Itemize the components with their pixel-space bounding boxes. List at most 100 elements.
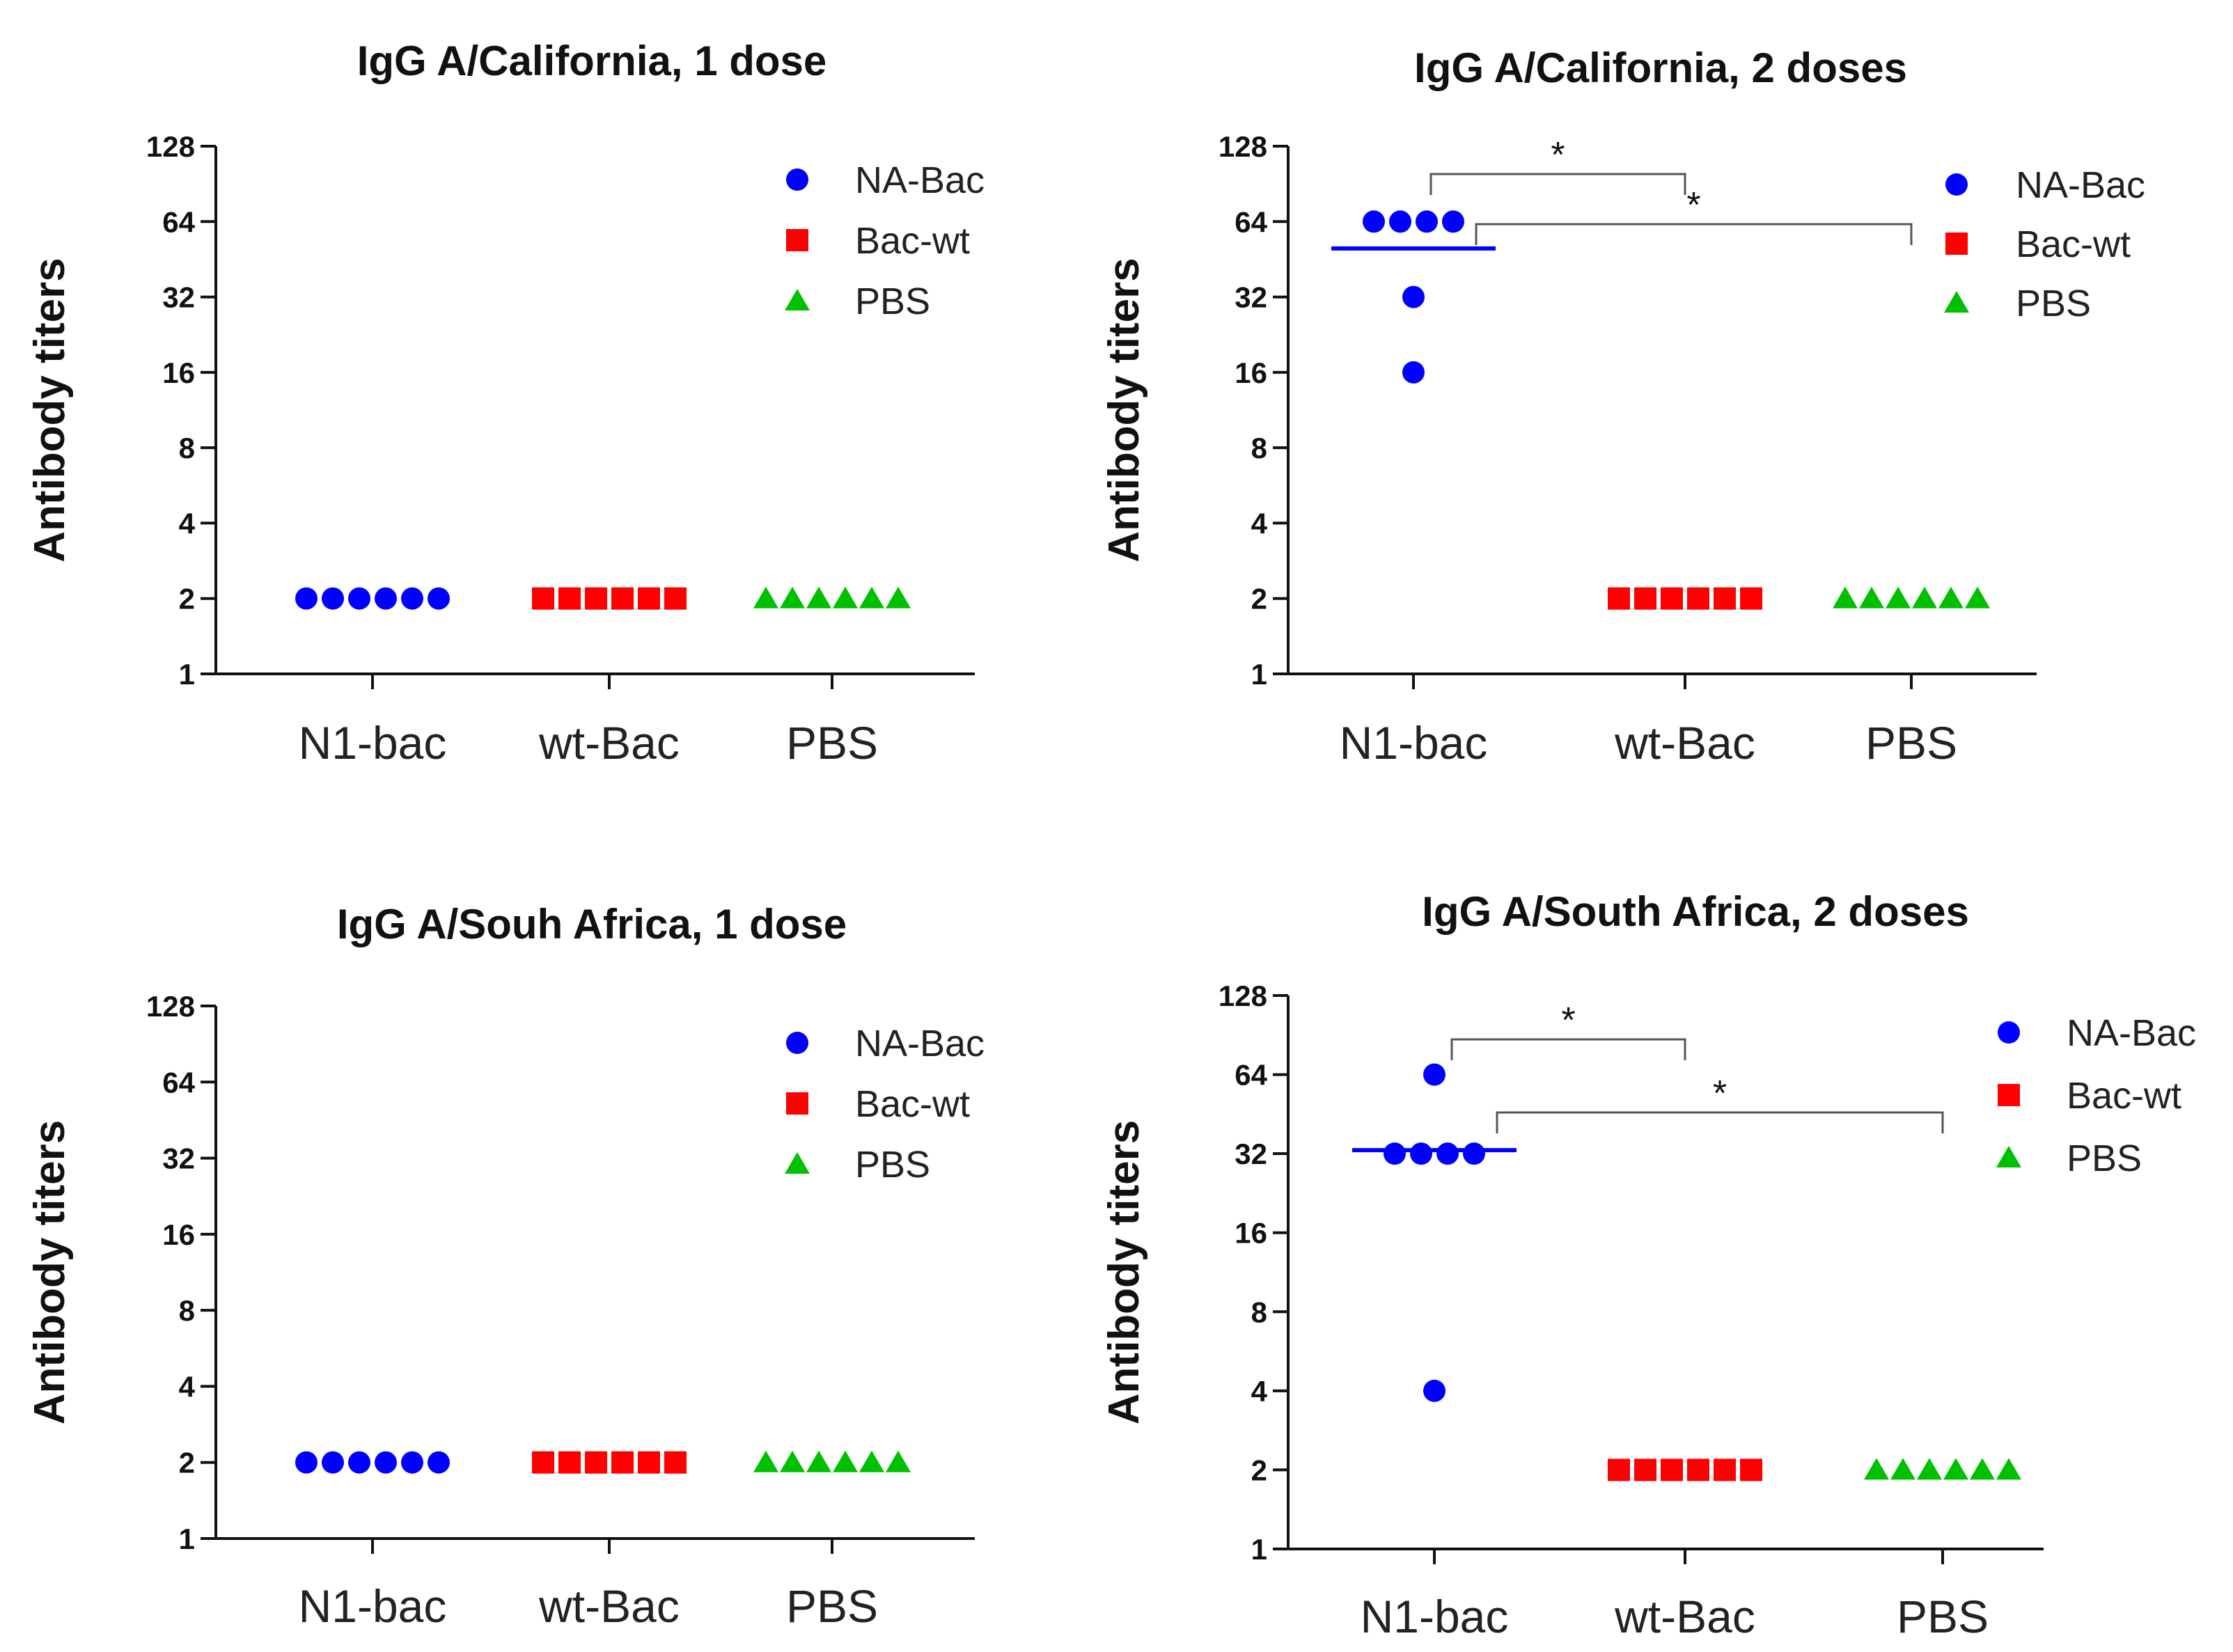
y-tick-label: 4 (179, 1370, 196, 1403)
legend-marker (786, 1092, 808, 1115)
legend-marker (1945, 173, 1968, 196)
data-point (1608, 587, 1630, 610)
data-point (638, 1451, 660, 1474)
y-tick-label: 128 (146, 990, 195, 1023)
data-point (1938, 586, 1964, 608)
legend-marker (786, 229, 808, 251)
legend-label: Bac-wt (2016, 223, 2131, 265)
data-point (1714, 587, 1736, 610)
data-point (1634, 587, 1656, 610)
significance-bracket (1475, 223, 1913, 245)
data-point (295, 587, 318, 610)
significance-star: * (1551, 135, 1565, 175)
data-point (611, 587, 634, 610)
y-tick-label: 16 (162, 1218, 195, 1251)
data-point (322, 1451, 344, 1474)
data-point (428, 1451, 450, 1474)
y-tick-label: 2 (179, 1447, 195, 1479)
data-point (1423, 1379, 1445, 1402)
x-tick-label: PBS (786, 1580, 878, 1632)
data-point (1423, 1063, 1445, 1086)
legend-marker (786, 168, 808, 191)
chart-title: IgG A/California, 2 doses (1414, 45, 1907, 91)
data-point (401, 587, 423, 610)
y-tick-label: 4 (1251, 1375, 1268, 1408)
y-tick-label: 16 (162, 356, 195, 389)
legend-label: PBS (855, 281, 930, 322)
data-point (638, 587, 660, 610)
data-point (1833, 586, 1858, 608)
data-point (1917, 1458, 1942, 1480)
data-point (1608, 1458, 1630, 1481)
data-point (348, 587, 370, 610)
y-tick-label: 8 (1251, 432, 1267, 464)
legend-marker (1944, 291, 1969, 313)
y-axis-label: Antibody titers (26, 1120, 74, 1424)
data-point (375, 1451, 397, 1474)
y-tick-label: 4 (1251, 507, 1268, 540)
data-point (664, 1451, 687, 1474)
y-tick-label: 32 (1235, 281, 1267, 314)
y-tick-label: 32 (162, 1142, 195, 1175)
data-point (753, 1450, 778, 1472)
legend-marker (1998, 1021, 2020, 1044)
chart-title: IgG A/Souh Africa, 1 dose (337, 901, 847, 947)
y-axis-label: Antibody titers (1100, 1120, 1148, 1424)
legend-label: NA-Bac (2016, 164, 2145, 206)
y-tick-label: 1 (1251, 1533, 1267, 1566)
panel-4: IgG A/South Africa, 2 doses Antibody tite… (1100, 888, 2196, 1642)
x-tick-label: N1-bac (299, 1580, 447, 1632)
x-tick-label: N1-bac (1361, 1591, 1509, 1642)
data-point (1740, 1458, 1762, 1481)
legend-label: Bac-wt (855, 220, 970, 262)
data-point (295, 1451, 318, 1474)
y-tick-label: 128 (146, 130, 195, 163)
y-tick-label: 64 (1235, 1059, 1267, 1092)
legend-label: NA-Bac (855, 1023, 985, 1064)
panel-2: IgG A/California, 2 doses Antibody titers… (1100, 45, 2145, 769)
data-point (886, 1450, 911, 1472)
data-point (664, 587, 687, 610)
y-tick-label: 8 (1251, 1296, 1267, 1328)
y-tick-label: 32 (162, 281, 195, 314)
x-tick-label: PBS (1865, 717, 1957, 769)
legend-label: NA-Bac (2067, 1012, 2196, 1054)
legend-marker (1996, 1146, 2021, 1167)
y-tick-label: 64 (1235, 205, 1267, 238)
significance-bracket (1496, 1111, 1944, 1133)
data-point (1416, 210, 1438, 233)
x-tick-label: PBS (786, 717, 878, 769)
data-point (611, 1451, 634, 1474)
data-point (806, 586, 831, 608)
significance-bracket (1450, 1038, 1686, 1060)
legend-marker (785, 289, 810, 310)
data-point (1389, 210, 1411, 233)
data-point (375, 587, 397, 610)
data-point (585, 587, 607, 610)
chart-title: IgG A/California, 1 dose (357, 38, 827, 84)
data-point (780, 586, 805, 608)
data-point (1384, 1142, 1406, 1165)
x-tick-label: N1-bac (1340, 717, 1488, 769)
data-point (833, 586, 858, 608)
data-point (532, 587, 554, 610)
data-point (859, 586, 884, 608)
data-point (780, 1450, 805, 1472)
data-point (1436, 1142, 1459, 1165)
y-tick-label: 64 (162, 205, 195, 238)
data-point (1634, 1458, 1656, 1481)
x-tick-label: N1-bac (299, 717, 447, 769)
panel-3: IgG A/Souh Africa, 1 dose Antibody titers… (26, 901, 985, 1632)
x-tick-label: PBS (1897, 1591, 1989, 1642)
y-tick-label: 2 (1251, 583, 1267, 615)
y-axis-label: Antibody titers (1100, 258, 1148, 562)
legend-marker (1998, 1084, 2020, 1106)
data-point (1965, 586, 1990, 608)
data-point (1864, 1458, 1889, 1480)
data-point (1661, 1458, 1683, 1481)
data-point (859, 1450, 884, 1472)
data-point (1442, 210, 1464, 233)
x-tick-label: wt-Bac (1614, 717, 1755, 769)
legend-marker (1945, 233, 1968, 255)
